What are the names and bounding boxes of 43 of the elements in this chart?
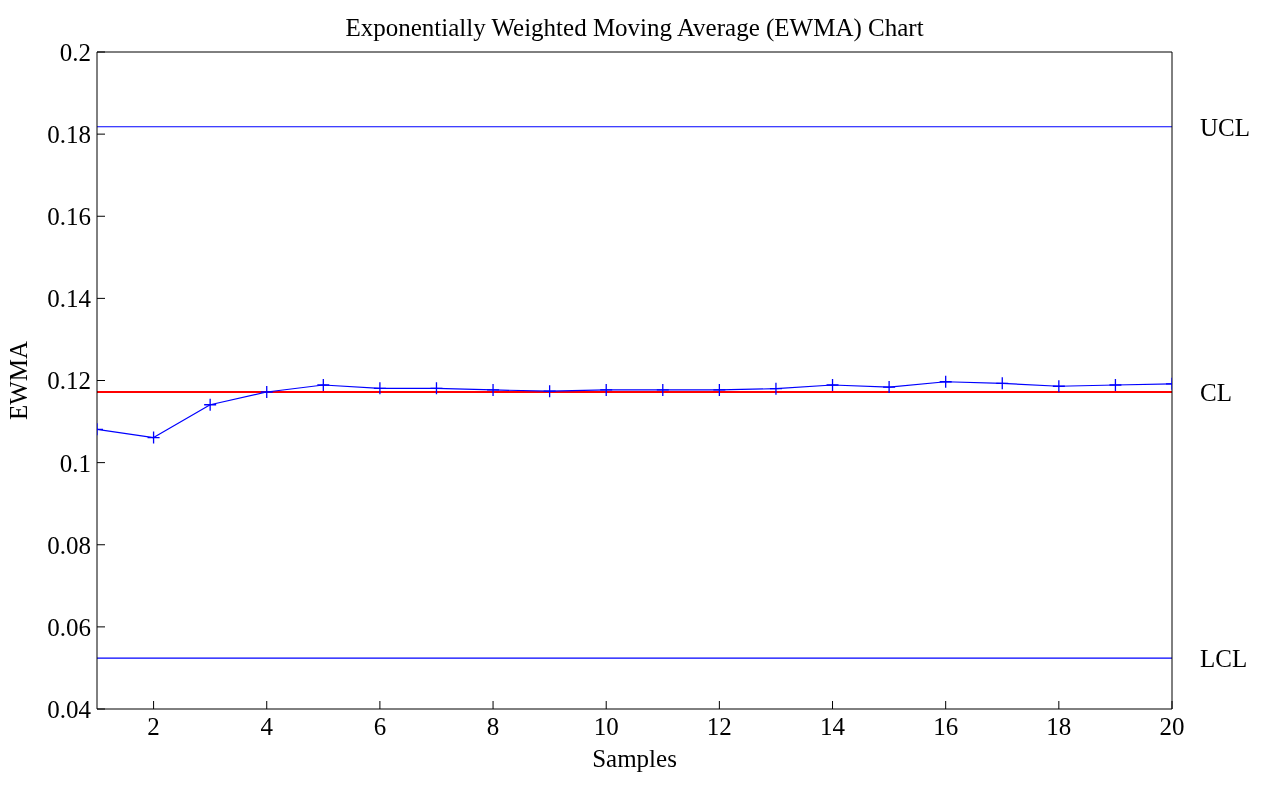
y-tick-label: 0.2 [59, 38, 91, 66]
point [542, 384, 557, 398]
point [486, 383, 500, 397]
y-tick-label: 0.06 [47, 613, 91, 641]
y-tick-label: 0.14 [47, 285, 92, 313]
x-tick-label: 20 [1159, 712, 1185, 740]
ref-line-label: LCL [1200, 644, 1248, 672]
x-tick-label: 2 [147, 712, 160, 740]
x-axis-title: Samples [592, 745, 677, 772]
chart-title: Exponentially Weighted Moving Average (EWMA) Chart [344, 14, 925, 42]
point [656, 383, 670, 397]
point [146, 430, 161, 445]
point [769, 382, 783, 396]
y-tick-label: 0.1 [59, 449, 91, 477]
point [260, 385, 274, 399]
x-tick-label: 8 [486, 712, 500, 740]
x-tick-label: 12 [706, 712, 732, 740]
point [712, 383, 727, 397]
ref-line-label: UCL [1200, 113, 1250, 141]
point [995, 376, 1009, 391]
point [1052, 379, 1066, 393]
point [203, 398, 217, 412]
point [882, 380, 896, 394]
y-tick-label: 0.04 [47, 695, 92, 723]
y-tick-label: 0.16 [47, 203, 91, 231]
x-tick-label: 14 [820, 712, 846, 740]
y-tick-label: 0.08 [47, 531, 91, 559]
point [825, 378, 840, 392]
point [316, 378, 330, 392]
x-tick-label: 18 [1046, 712, 1072, 740]
x-tick-label: 10 [593, 712, 619, 740]
point [939, 375, 953, 389]
point [429, 381, 444, 395]
point [599, 383, 613, 397]
y-tick-label: 0.12 [47, 367, 91, 395]
x-tick-label: 6 [373, 712, 387, 740]
x-tick-label: 4 [260, 712, 274, 740]
point [373, 381, 387, 395]
y-axis-title: EWMA [4, 340, 32, 421]
x-tick-label: 16 [933, 712, 959, 740]
ref-line-label: CL [1200, 378, 1232, 406]
point [1108, 378, 1123, 392]
y-tick-label: 0.18 [47, 121, 91, 148]
